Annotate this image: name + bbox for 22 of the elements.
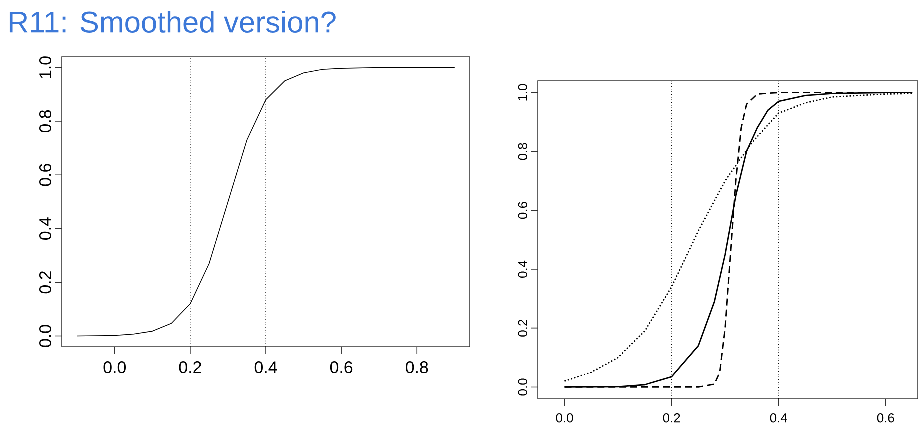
y-tick-label: 0.0 <box>39 325 52 348</box>
x-tick-label: 0.0 <box>104 362 126 374</box>
y-tick-label: 0.8 <box>518 143 528 160</box>
y-tick-label: 0.6 <box>39 164 52 186</box>
x-tick-label: 0.2 <box>663 414 680 423</box>
x-tick-label: 0.0 <box>556 414 574 423</box>
y-tick-label: 0.0 <box>518 378 528 396</box>
y-tick-label: 0.4 <box>518 260 528 278</box>
x-tick-label: 0.4 <box>770 414 788 423</box>
y-tick-label: 0.2 <box>518 320 528 337</box>
y-tick-label: 0.4 <box>39 218 52 240</box>
y-tick-label: 1.0 <box>39 56 52 78</box>
x-tick-label: 0.6 <box>877 414 894 423</box>
x-tick-label: 0.2 <box>179 362 202 374</box>
x-tick-label: 0.4 <box>254 362 278 374</box>
y-tick-label: 1.0 <box>518 84 528 101</box>
chart-title: R11: Smoothed version? <box>10 11 336 33</box>
x-tick-label: 0.8 <box>406 362 428 374</box>
y-tick-label: 0.2 <box>39 272 52 294</box>
x-tick-label: 0.6 <box>330 362 353 374</box>
y-tick-label: 0.6 <box>518 202 528 220</box>
y-tick-label: 0.8 <box>39 110 52 133</box>
